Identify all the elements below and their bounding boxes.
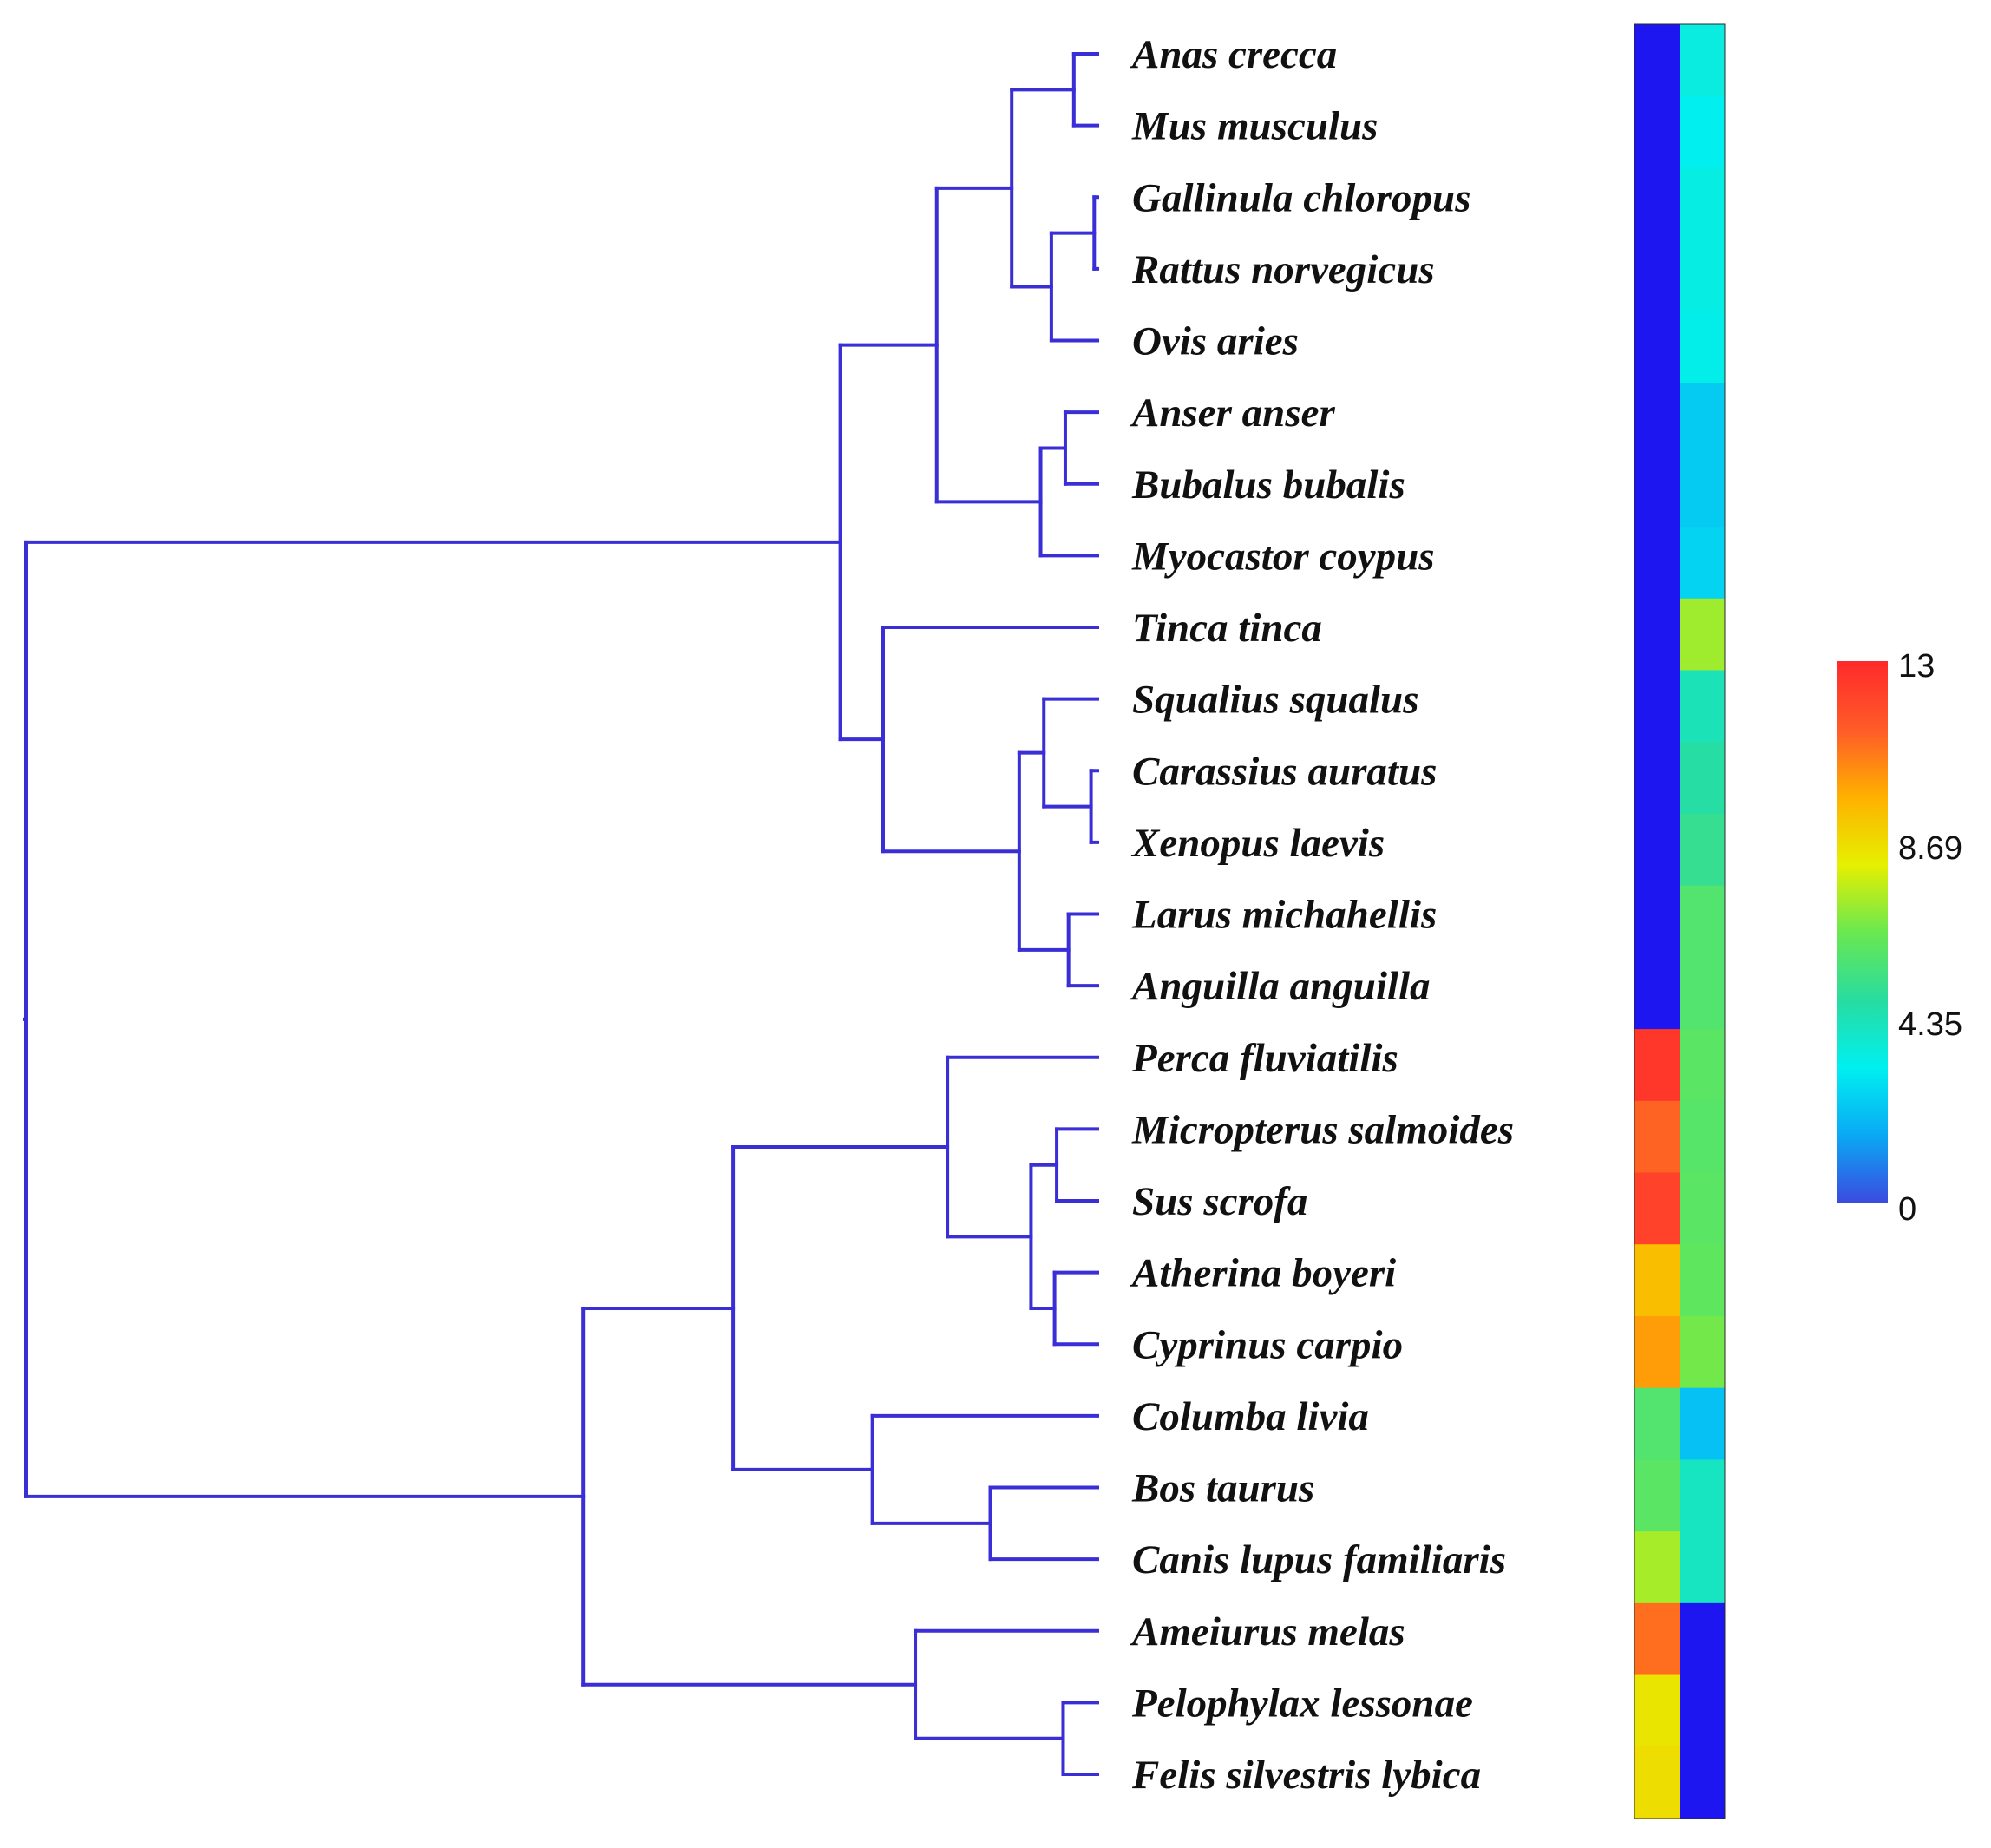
colorbar-tick-label: 0 xyxy=(1898,1191,1916,1228)
heatmap-cell-col1 xyxy=(1634,957,1680,1030)
taxon-label: Canis lupus familiaris xyxy=(1132,1537,1506,1583)
heatmap-cell-col2 xyxy=(1680,527,1725,600)
heatmap-cell-col1 xyxy=(1634,167,1680,240)
heatmap-cell-col1 xyxy=(1634,670,1680,743)
heatmap-cell-col2 xyxy=(1680,311,1725,384)
heatmap-cell-col1 xyxy=(1634,1531,1680,1604)
heatmap-cell-col2 xyxy=(1680,1100,1725,1174)
taxon-label: Atherina boyeri xyxy=(1130,1251,1396,1296)
taxon-label: Felis silvestris lybica xyxy=(1131,1753,1481,1798)
heatmap-cell-col1 xyxy=(1634,311,1680,384)
heatmap-cell-col2 xyxy=(1680,670,1725,743)
heatmap-cell-col1 xyxy=(1634,239,1680,312)
taxon-label: Perca fluviatilis xyxy=(1131,1036,1398,1081)
taxon-label: Bos taurus xyxy=(1131,1466,1314,1511)
taxon-label: Tinca tinca xyxy=(1132,606,1322,651)
colorbar-tick-label: 8.69 xyxy=(1898,830,1962,867)
taxon-labels: Anas crecca Mus musculus Gallinula chlorop… xyxy=(1130,32,1514,1798)
heatmap-cell-col2 xyxy=(1680,1387,1725,1460)
heatmap-cell-col2 xyxy=(1680,1531,1725,1604)
heatmap-cell-col1 xyxy=(1634,95,1680,169)
taxon-label: Columba livia xyxy=(1132,1394,1369,1439)
taxon-label: Anguilla anguilla xyxy=(1130,964,1431,1009)
taxon-label: Larus michahellis xyxy=(1131,893,1437,938)
heatmap-cell-col2 xyxy=(1680,95,1725,169)
heatmap-cell-col2 xyxy=(1680,1315,1725,1389)
heatmap-cell-col1 xyxy=(1634,1100,1680,1174)
heatmap-cell-col2 xyxy=(1680,24,1725,97)
heatmap-cell-col1 xyxy=(1634,24,1680,97)
taxon-label: Sus scrofa xyxy=(1132,1179,1307,1224)
heatmap-cell-col1 xyxy=(1634,1315,1680,1389)
taxon-label: Bubalus bubalis xyxy=(1131,462,1405,508)
heatmap-outline xyxy=(1634,23,1726,1819)
dendrogram xyxy=(23,52,1099,1776)
heatmap-cell-col2 xyxy=(1680,742,1725,815)
heatmap-cell-col1 xyxy=(1634,1029,1680,1102)
colorbar: 13 8.69 4.35 0 xyxy=(1837,648,1962,1228)
heatmap-cell-col2 xyxy=(1680,598,1725,672)
heatmap-cell-col1 xyxy=(1634,455,1680,528)
heatmap-cell-col1 xyxy=(1634,1387,1680,1460)
heatmap-cell-col2 xyxy=(1680,383,1725,455)
heatmap-cell-col1 xyxy=(1634,1746,1680,1819)
taxon-label: Squalius squalus xyxy=(1132,678,1419,723)
taxon-label: Pelophylax lessonae xyxy=(1131,1681,1473,1726)
colorbar-tick-label: 4.35 xyxy=(1898,1006,1962,1043)
heatmap-cell-col1 xyxy=(1634,1602,1680,1676)
heatmap-cell-col1 xyxy=(1634,1172,1680,1245)
taxon-label: Micropterus salmoides xyxy=(1131,1107,1514,1152)
taxon-label: Ameiurus melas xyxy=(1130,1609,1405,1655)
heatmap-cell-col2 xyxy=(1680,1244,1725,1317)
heatmap-cell-col2 xyxy=(1680,1172,1725,1245)
heatmap-cell-col2 xyxy=(1680,1746,1725,1819)
heatmap-cell-col2 xyxy=(1680,1602,1725,1676)
taxon-label: Carassius auratus xyxy=(1132,749,1437,794)
heatmap-cell-col1 xyxy=(1634,598,1680,672)
heatmap-cell-col2 xyxy=(1680,167,1725,240)
heatmap-cell-col2 xyxy=(1680,813,1725,887)
taxon-label: Xenopus laevis xyxy=(1130,821,1385,866)
taxon-label: Cyprinus carpio xyxy=(1132,1322,1403,1367)
heatmap-cell-col1 xyxy=(1634,1674,1680,1747)
heatmap-cell-col2 xyxy=(1680,239,1725,312)
heatmap-cell-col1 xyxy=(1634,885,1680,958)
heatmap-cell-col1 xyxy=(1634,527,1680,600)
taxon-label: Anas crecca xyxy=(1130,32,1337,77)
taxon-label: Rattus norvegicus xyxy=(1131,247,1435,292)
colorbar-gradient xyxy=(1837,661,1888,1203)
heatmap-cell-col2 xyxy=(1680,957,1725,1030)
heatmap-cell-col1 xyxy=(1634,1459,1680,1532)
colorbar-tick-label: 13 xyxy=(1898,648,1935,685)
taxon-label: Myocastor coypus xyxy=(1131,534,1435,579)
taxon-label: Mus musculus xyxy=(1131,104,1378,149)
taxon-label: Anser anser xyxy=(1130,390,1335,436)
heatmap-cell-col2 xyxy=(1680,455,1725,528)
heatmap-cell-col2 xyxy=(1680,885,1725,958)
heatmap xyxy=(1634,23,1726,1819)
taxon-label: Gallinula chloropus xyxy=(1132,175,1470,220)
heatmap-cell-col2 xyxy=(1680,1674,1725,1747)
heatmap-cell-col2 xyxy=(1680,1029,1725,1102)
heatmap-cell-col1 xyxy=(1634,1244,1680,1317)
heatmap-cell-col2 xyxy=(1680,1459,1725,1532)
taxon-label: Ovis aries xyxy=(1132,319,1299,364)
heatmap-cell-col1 xyxy=(1634,383,1680,455)
heatmap-cell-col1 xyxy=(1634,742,1680,815)
heatmap-cell-col1 xyxy=(1634,813,1680,887)
